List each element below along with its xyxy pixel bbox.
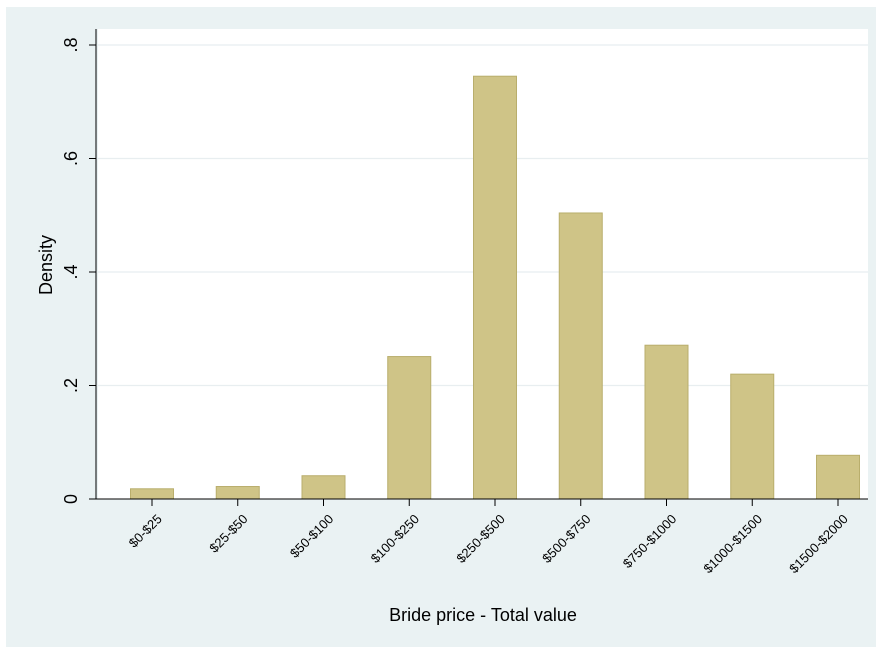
y-tick-label: 0 [61, 494, 81, 504]
y-axis-label: Density [36, 235, 56, 295]
x-axis-label: Bride price - Total value [389, 605, 577, 625]
bar [387, 356, 432, 500]
y-tick-label: .6 [61, 151, 81, 166]
bars [130, 75, 860, 500]
y-tick-label: .2 [61, 378, 81, 393]
bar [644, 344, 689, 500]
bar [473, 75, 517, 500]
bar [301, 475, 346, 500]
y-tick-label: .8 [61, 37, 81, 52]
bar [730, 373, 775, 500]
bar [816, 454, 860, 500]
bar [558, 212, 603, 500]
y-axis-ticks: 0 .2 .4 .6 .8 [61, 37, 96, 504]
bar [215, 486, 260, 500]
bar [130, 488, 174, 500]
y-tick-label: .4 [61, 264, 81, 279]
